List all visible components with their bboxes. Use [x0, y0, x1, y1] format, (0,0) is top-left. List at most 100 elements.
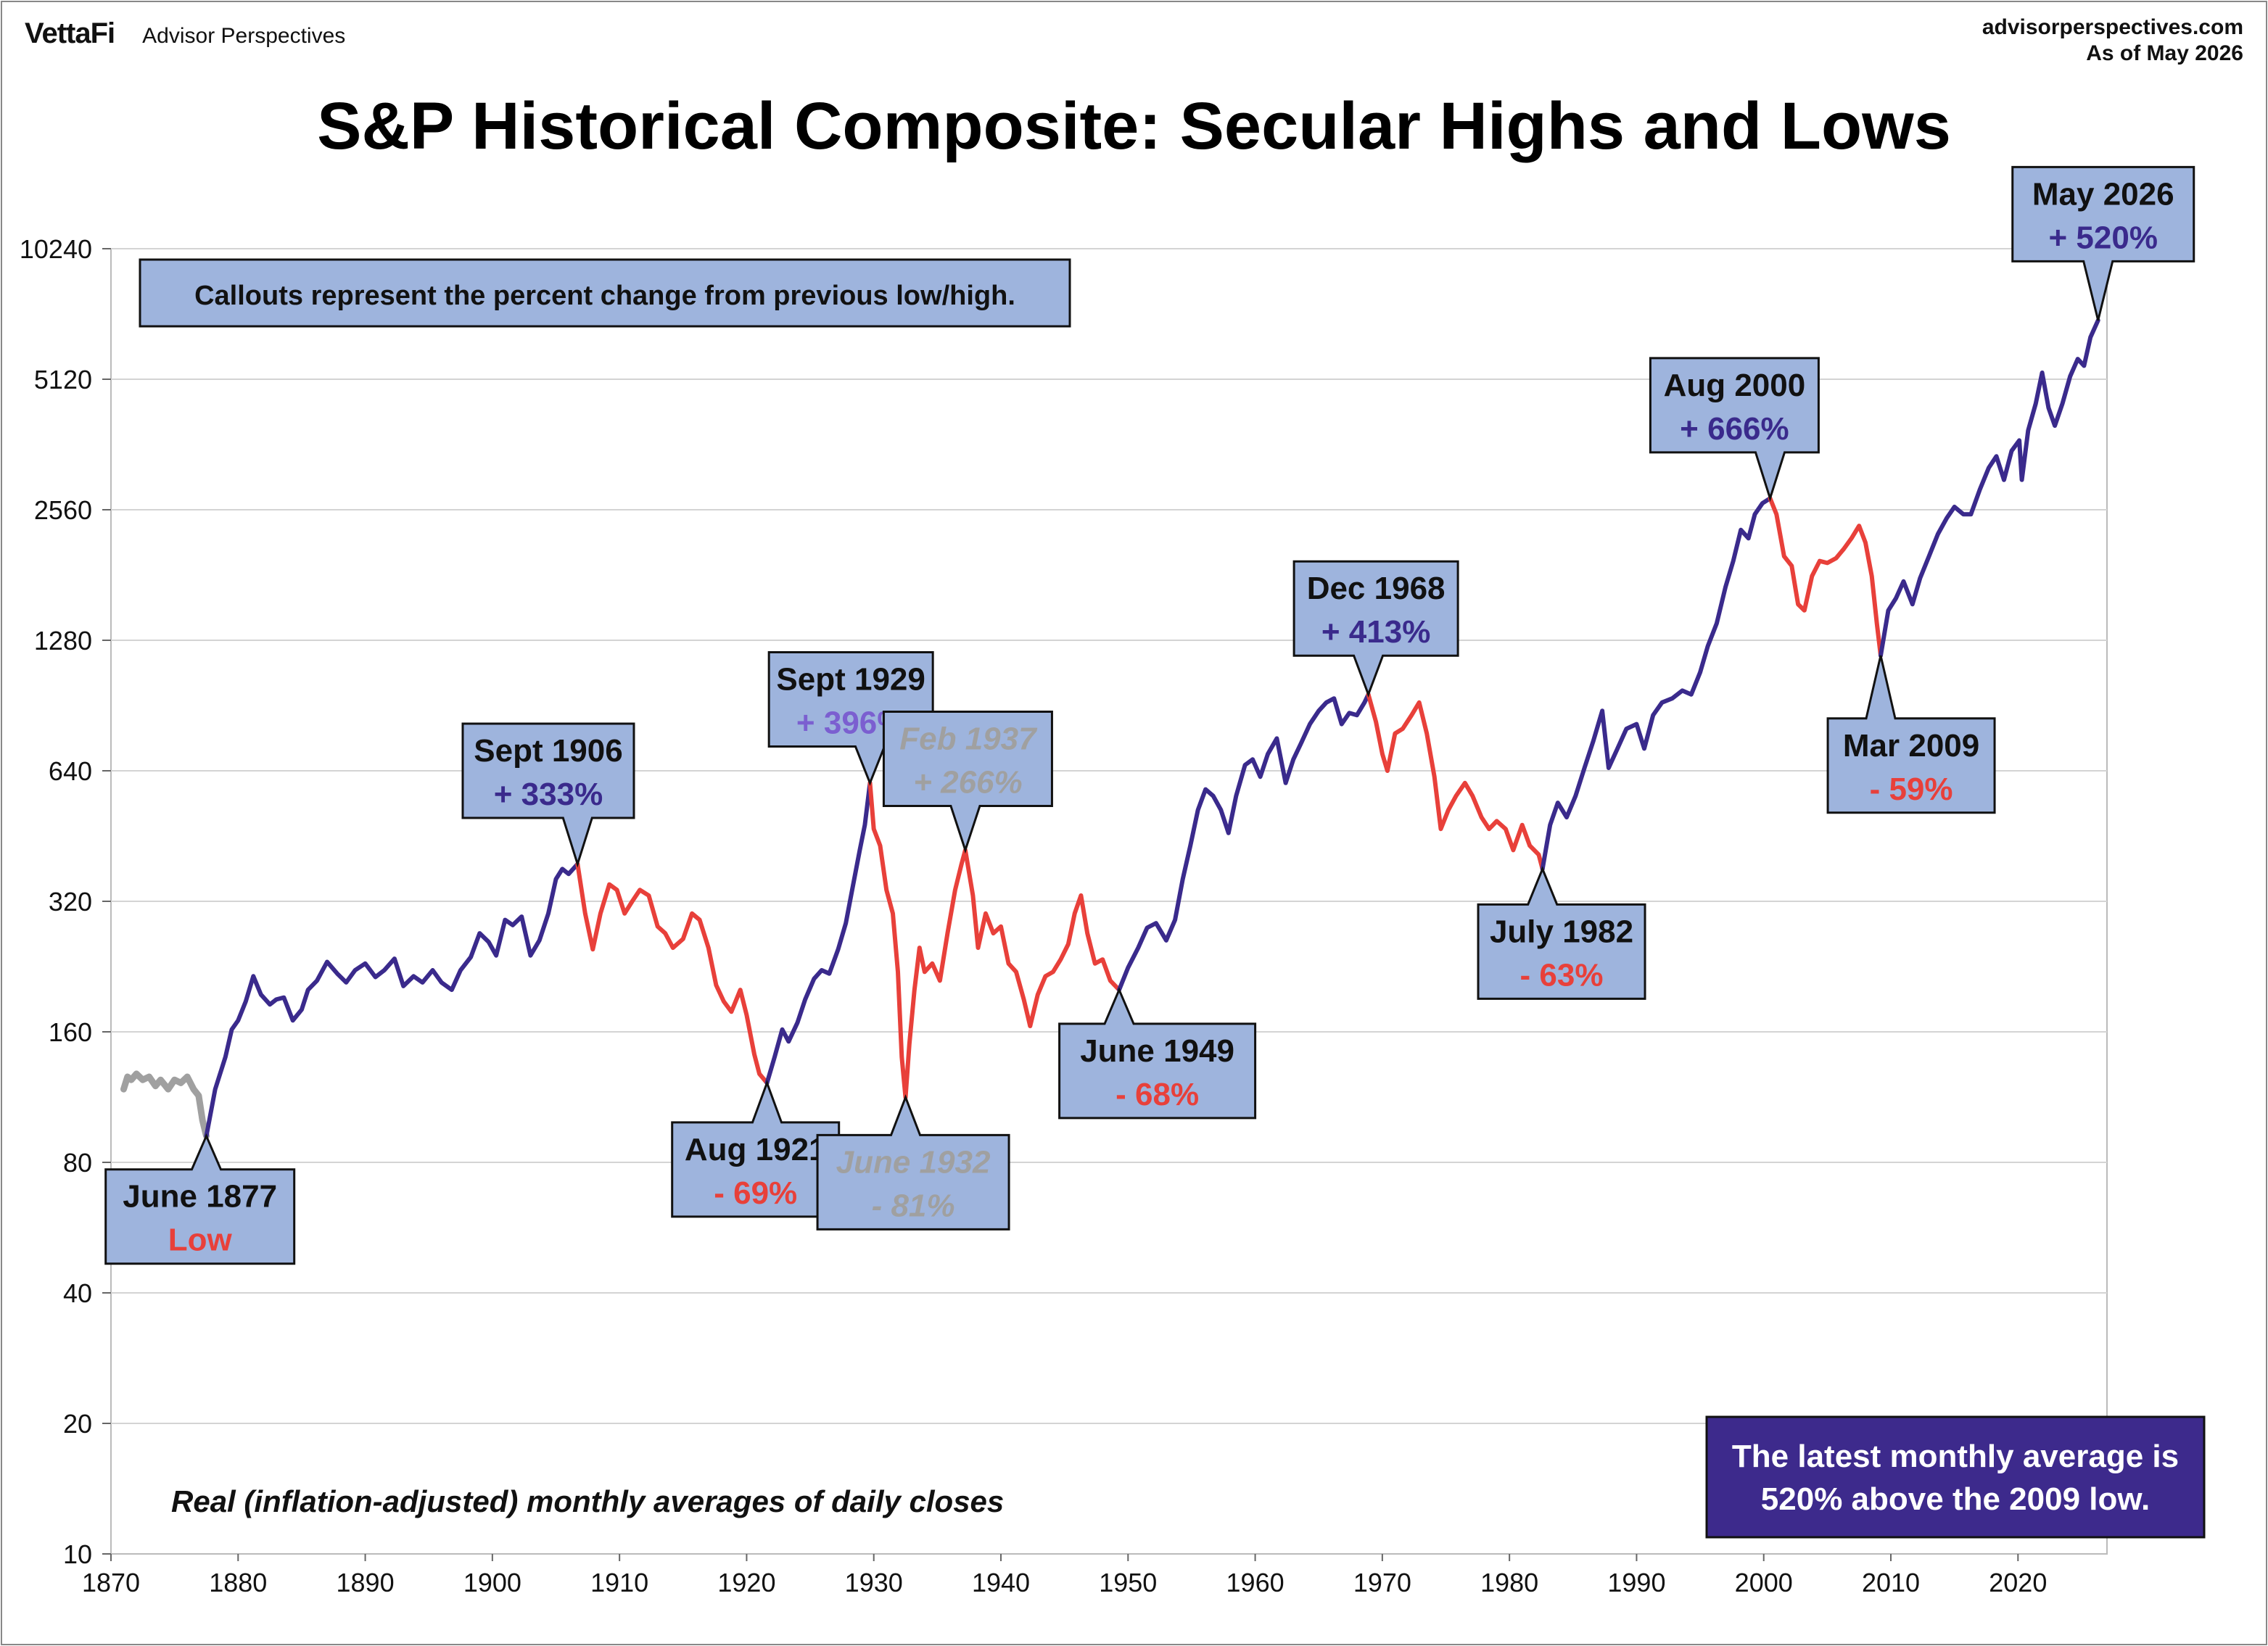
x-tick-label: 1950: [1099, 1568, 1157, 1597]
source-info: advisorperspectives.com As of May 2026: [1982, 15, 2243, 67]
callout-box: [1826, 655, 1996, 814]
y-tick-label: 20: [63, 1409, 92, 1439]
note-box: Callouts represent the percent change fr…: [139, 258, 1071, 328]
series-line-early: [120, 1070, 210, 1140]
callout-change: - 68%: [1116, 1077, 1199, 1112]
x-tick-label: 1880: [209, 1568, 267, 1597]
x-tick-label: 2020: [1989, 1568, 2047, 1597]
series-line-bear: [1366, 692, 1545, 872]
callout-change: + 413%: [1321, 614, 1430, 650]
x-tick-label: 2000: [1735, 1568, 1793, 1597]
callout-date: June 1932: [836, 1144, 991, 1180]
callout-box: [767, 651, 934, 786]
callout-box: [1058, 987, 1257, 1120]
y-tick-label: 160: [49, 1017, 92, 1047]
callout-box: [1649, 357, 1820, 503]
callout-change: + 266%: [913, 764, 1022, 800]
callout-change: + 666%: [1680, 411, 1789, 447]
callout-mar-2009: Mar 2009 - 59%: [1826, 655, 1996, 814]
series-line-bear: [575, 861, 770, 1085]
callout-aug-1921: Aug 1921 - 69%: [671, 1080, 841, 1218]
series-line-bull: [764, 780, 873, 1085]
summary-line-1: The latest monthly average is: [1732, 1439, 2179, 1474]
x-tick-label: 1910: [590, 1568, 648, 1597]
callout-date: Mar 2009: [1843, 728, 1979, 764]
series-line-bear: [1768, 496, 1883, 658]
chart-title: S&P Historical Composite: Secular Highs …: [317, 89, 1951, 163]
series-line-bull: [1540, 496, 1773, 872]
y-tick-label: 1280: [34, 626, 92, 655]
summary-line-2: 520% above the 2009 low.: [1761, 1481, 2150, 1517]
x-tick-label: 1970: [1353, 1568, 1411, 1597]
x-tick-label: 1990: [1607, 1568, 1665, 1597]
as-of-date: As of May 2026: [2086, 41, 2243, 65]
callout-date: Sept 1906: [474, 733, 622, 769]
x-tick-label: 1900: [463, 1568, 521, 1597]
callout-date: Aug 2000: [1664, 368, 1806, 403]
callout-box: [2011, 165, 2195, 321]
callout-date: June 1949: [1080, 1033, 1234, 1069]
callout-box: [1292, 560, 1459, 698]
brand: VettaFi Advisor Perspectives: [25, 17, 345, 50]
callout-box: [1477, 866, 1646, 1000]
callout-june-1949: June 1949 - 68%: [1058, 987, 1257, 1120]
callout-change: + 520%: [2049, 220, 2158, 255]
summary-box-bg: [1705, 1415, 2206, 1539]
y-tick-label: 40: [63, 1278, 92, 1308]
callout-change: + 333%: [494, 777, 603, 812]
callout-change: - 59%: [1870, 772, 1953, 807]
callout-change: - 81%: [872, 1188, 955, 1223]
callout-june-1932: June 1932 - 81%: [816, 1094, 1010, 1231]
callout-box: [461, 722, 635, 868]
callout-change: - 63%: [1520, 957, 1604, 993]
callout-date: June 1877: [123, 1179, 277, 1215]
x-tick-label: 1930: [845, 1568, 903, 1597]
brand-name: Advisor Perspectives: [142, 24, 346, 48]
x-tick-label: 2010: [1862, 1568, 1920, 1597]
callout-box: [104, 1133, 296, 1265]
callout-box: [882, 710, 1053, 854]
y-tick-label: 320: [49, 887, 92, 917]
x-tick-label: 1940: [972, 1568, 1030, 1597]
callout-feb-1937: Feb 1937 + 266%: [882, 710, 1053, 854]
callout-aug-2000: Aug 2000 + 666%: [1649, 357, 1820, 503]
callout-dec-1968: Dec 1968 + 413%: [1292, 560, 1459, 698]
site-url[interactable]: advisorperspectives.com: [1982, 15, 2243, 39]
y-tick-label: 5120: [34, 365, 92, 394]
callout-july-1982: July 1982 - 63%: [1477, 866, 1646, 1000]
y-tick-label: 80: [63, 1148, 92, 1178]
summary-box: The latest monthly average is 520% above …: [1705, 1415, 2206, 1539]
callout-date: Dec 1968: [1307, 571, 1446, 606]
y-tick-label: 10: [63, 1539, 92, 1569]
y-tick-label: 2560: [34, 495, 92, 525]
callout-change: - 69%: [714, 1175, 797, 1211]
callout-may-2026: May 2026 + 520%: [2011, 165, 2195, 321]
chart-subtitle: Real (inflation-adjusted) monthly averag…: [171, 1484, 1004, 1518]
note-box-bg: [139, 258, 1071, 328]
series-line-bear: [867, 780, 1121, 1100]
series-line-bull: [204, 861, 580, 1138]
series-line-bull: [1879, 318, 2100, 658]
callout-date: Aug 1921: [685, 1132, 827, 1167]
y-tick-label: 10240: [20, 234, 92, 264]
callout-date: Feb 1937: [899, 721, 1038, 756]
x-tick-label: 1980: [1480, 1568, 1538, 1597]
y-tick-label: 640: [49, 756, 92, 786]
vettafi-logo: VettaFi: [25, 17, 115, 49]
x-tick-label: 1960: [1226, 1568, 1284, 1597]
callout-june-1877: June 1877 Low: [104, 1133, 296, 1265]
series-line-bull: [1117, 692, 1371, 993]
callout-date: July 1982: [1490, 914, 1633, 949]
callout-box: [816, 1094, 1010, 1231]
callout-sept-1906: Sept 1906 + 333%: [461, 722, 635, 868]
x-tick-label: 1870: [82, 1568, 140, 1597]
x-tick-label: 1890: [337, 1568, 395, 1597]
callout-change: Low: [168, 1223, 233, 1258]
note-text: Callouts represent the percent change fr…: [194, 281, 1015, 311]
x-tick-label: 1920: [717, 1568, 775, 1597]
callout-date: May 2026: [2032, 176, 2174, 212]
callout-box: [671, 1080, 841, 1218]
callout-date: Sept 1929: [776, 662, 925, 698]
